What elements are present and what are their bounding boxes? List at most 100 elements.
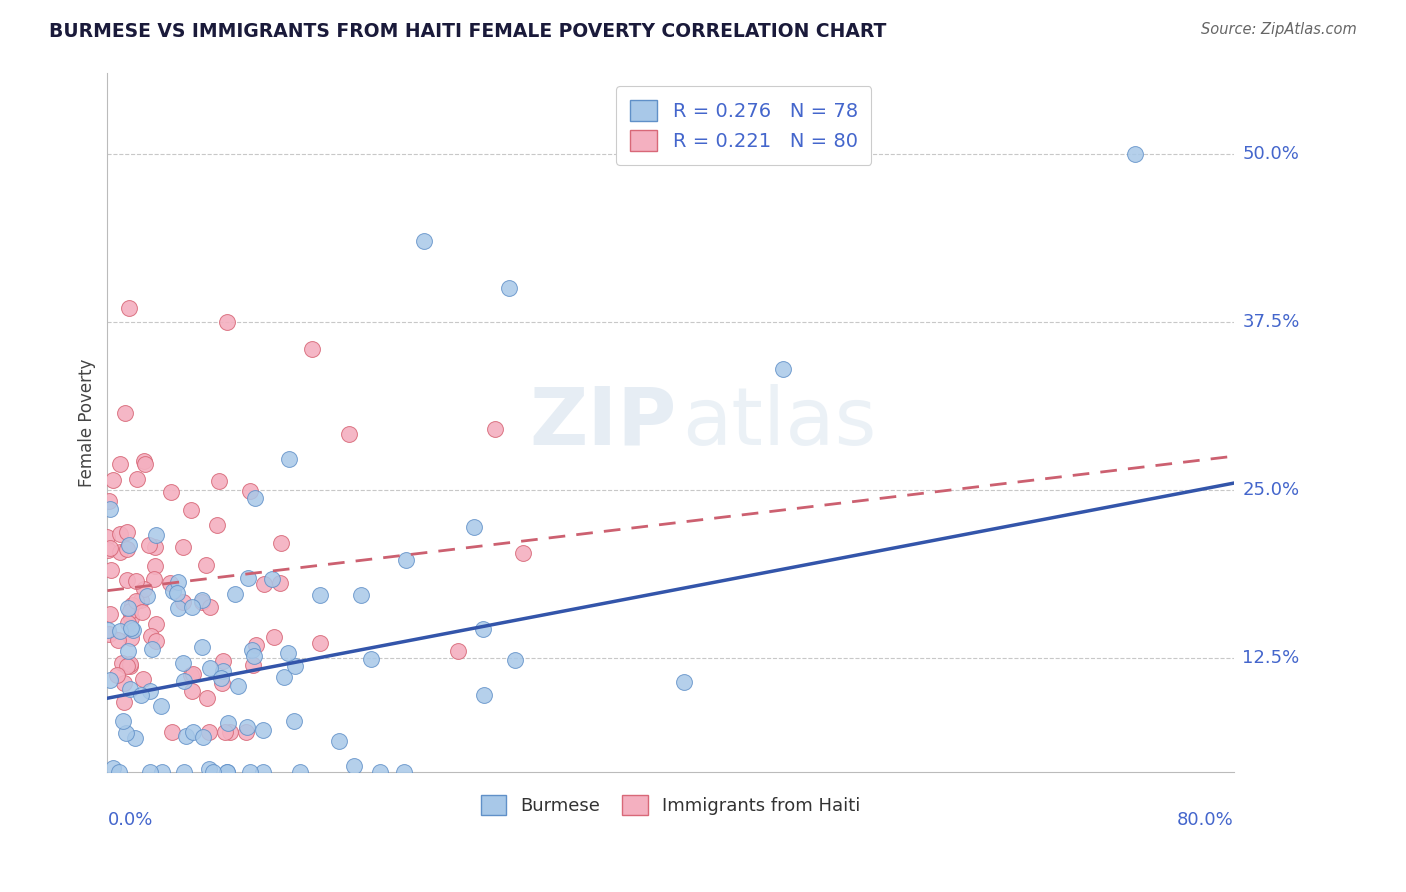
Point [207, 517, 229, 532]
Point [120, 621, 142, 635]
Point [173, 765, 195, 780]
Point [217, 315, 239, 329]
Point [141, 629, 163, 643]
Point [498, 281, 520, 295]
Point [301, 342, 323, 356]
Point [197, 691, 219, 706]
Point [463, 520, 485, 534]
Legend: Burmese, Immigrants from Haiti: Burmese, Immigrants from Haiti [474, 789, 868, 822]
Point [309, 588, 332, 602]
Point [172, 656, 194, 670]
Point [107, 633, 129, 648]
Point [472, 688, 495, 702]
Point [512, 546, 534, 560]
Point [167, 600, 190, 615]
Point [277, 452, 299, 467]
Point [134, 453, 156, 467]
Point [202, 765, 225, 780]
Point [121, 598, 143, 612]
Point [350, 588, 373, 602]
Point [143, 558, 166, 573]
Point [180, 503, 202, 517]
Point [115, 525, 138, 540]
Point [253, 576, 276, 591]
Point [218, 724, 240, 739]
Point [228, 679, 250, 693]
Point [98, 541, 121, 555]
Point [114, 406, 136, 420]
Point [145, 541, 167, 555]
Point [238, 571, 260, 585]
Point [108, 527, 131, 541]
Point [212, 665, 235, 679]
Point [235, 724, 257, 739]
Text: 50.0%: 50.0% [1243, 145, 1299, 162]
Point [368, 765, 391, 780]
Point [243, 491, 266, 506]
Point [145, 634, 167, 648]
Point [134, 582, 156, 596]
Point [114, 725, 136, 739]
Text: 0.0%: 0.0% [107, 811, 153, 829]
Point [160, 485, 183, 500]
Point [211, 654, 233, 668]
Point [252, 723, 274, 737]
Point [239, 484, 262, 499]
Point [117, 616, 139, 631]
Point [118, 659, 141, 673]
Point [131, 593, 153, 607]
Point [100, 673, 122, 687]
Y-axis label: Female Poverty: Female Poverty [79, 359, 96, 487]
Point [124, 731, 146, 746]
Point [447, 644, 470, 658]
Point [145, 528, 167, 542]
Point [117, 541, 139, 556]
Point [181, 667, 204, 681]
Point [273, 670, 295, 684]
Point [174, 729, 197, 743]
Point [240, 642, 263, 657]
Point [252, 765, 274, 780]
Point [145, 616, 167, 631]
Point [117, 644, 139, 658]
Point [115, 574, 138, 588]
Point [395, 553, 418, 567]
Point [198, 762, 221, 776]
Point [224, 587, 246, 601]
Point [243, 648, 266, 663]
Point [180, 600, 202, 615]
Point [103, 760, 125, 774]
Point [277, 647, 299, 661]
Point [191, 640, 214, 654]
Point [111, 714, 134, 728]
Text: 37.5%: 37.5% [1243, 313, 1299, 331]
Point [413, 234, 436, 248]
Point [166, 585, 188, 599]
Point [141, 641, 163, 656]
Point [308, 635, 330, 649]
Point [198, 600, 221, 615]
Point [118, 657, 141, 672]
Point [198, 724, 221, 739]
Point [392, 765, 415, 780]
Point [131, 606, 153, 620]
Point [503, 652, 526, 666]
Point [117, 601, 139, 615]
Point [149, 699, 172, 714]
Point [162, 724, 184, 739]
Point [139, 765, 162, 780]
Point [191, 593, 214, 607]
Point [242, 658, 264, 673]
Point [97, 626, 120, 640]
Point [343, 759, 366, 773]
Point [217, 715, 239, 730]
Point [108, 624, 131, 638]
Point [772, 361, 794, 376]
Point [159, 576, 181, 591]
Point [180, 668, 202, 682]
Point [209, 671, 232, 685]
Point [134, 458, 156, 472]
Point [337, 427, 360, 442]
Point [1123, 146, 1146, 161]
Point [124, 594, 146, 608]
